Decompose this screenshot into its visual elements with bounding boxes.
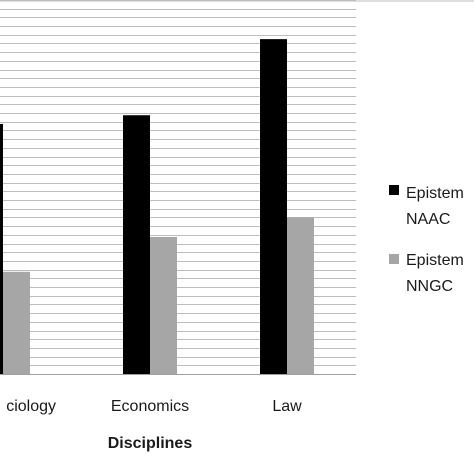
legend-label-naac-line1: Epistem (406, 185, 464, 202)
bar-naac-ciology (0, 123, 3, 374)
bar-naac-law (260, 39, 287, 375)
category-label-law: Law (272, 398, 302, 415)
bar-nngc-ciology (3, 271, 30, 374)
legend-entry-nngc: Epistem NNGC (389, 252, 464, 295)
legend: Epistem NAAC Epistem NNGC (389, 185, 464, 295)
x-axis-title: Disciplines (108, 435, 193, 452)
bar-nngc-law (287, 217, 314, 374)
legend-swatch-naac (389, 185, 399, 195)
legend-label-naac-line2: NAAC (406, 211, 450, 228)
legend-label-nngc-line1: Epistem (406, 252, 464, 269)
bar-nngc-economics (150, 237, 177, 374)
category-labels: ciology Economics Law (6, 398, 302, 415)
category-label-economics: Economics (111, 398, 189, 415)
bars (0, 39, 314, 375)
category-label-ciology: ciology (6, 398, 56, 415)
legend-label-nngc-line2: NNGC (406, 278, 453, 295)
bar-naac-economics (123, 115, 150, 374)
legend-swatch-nngc (389, 254, 399, 264)
legend-entry-naac: Epistem NAAC (389, 185, 464, 228)
